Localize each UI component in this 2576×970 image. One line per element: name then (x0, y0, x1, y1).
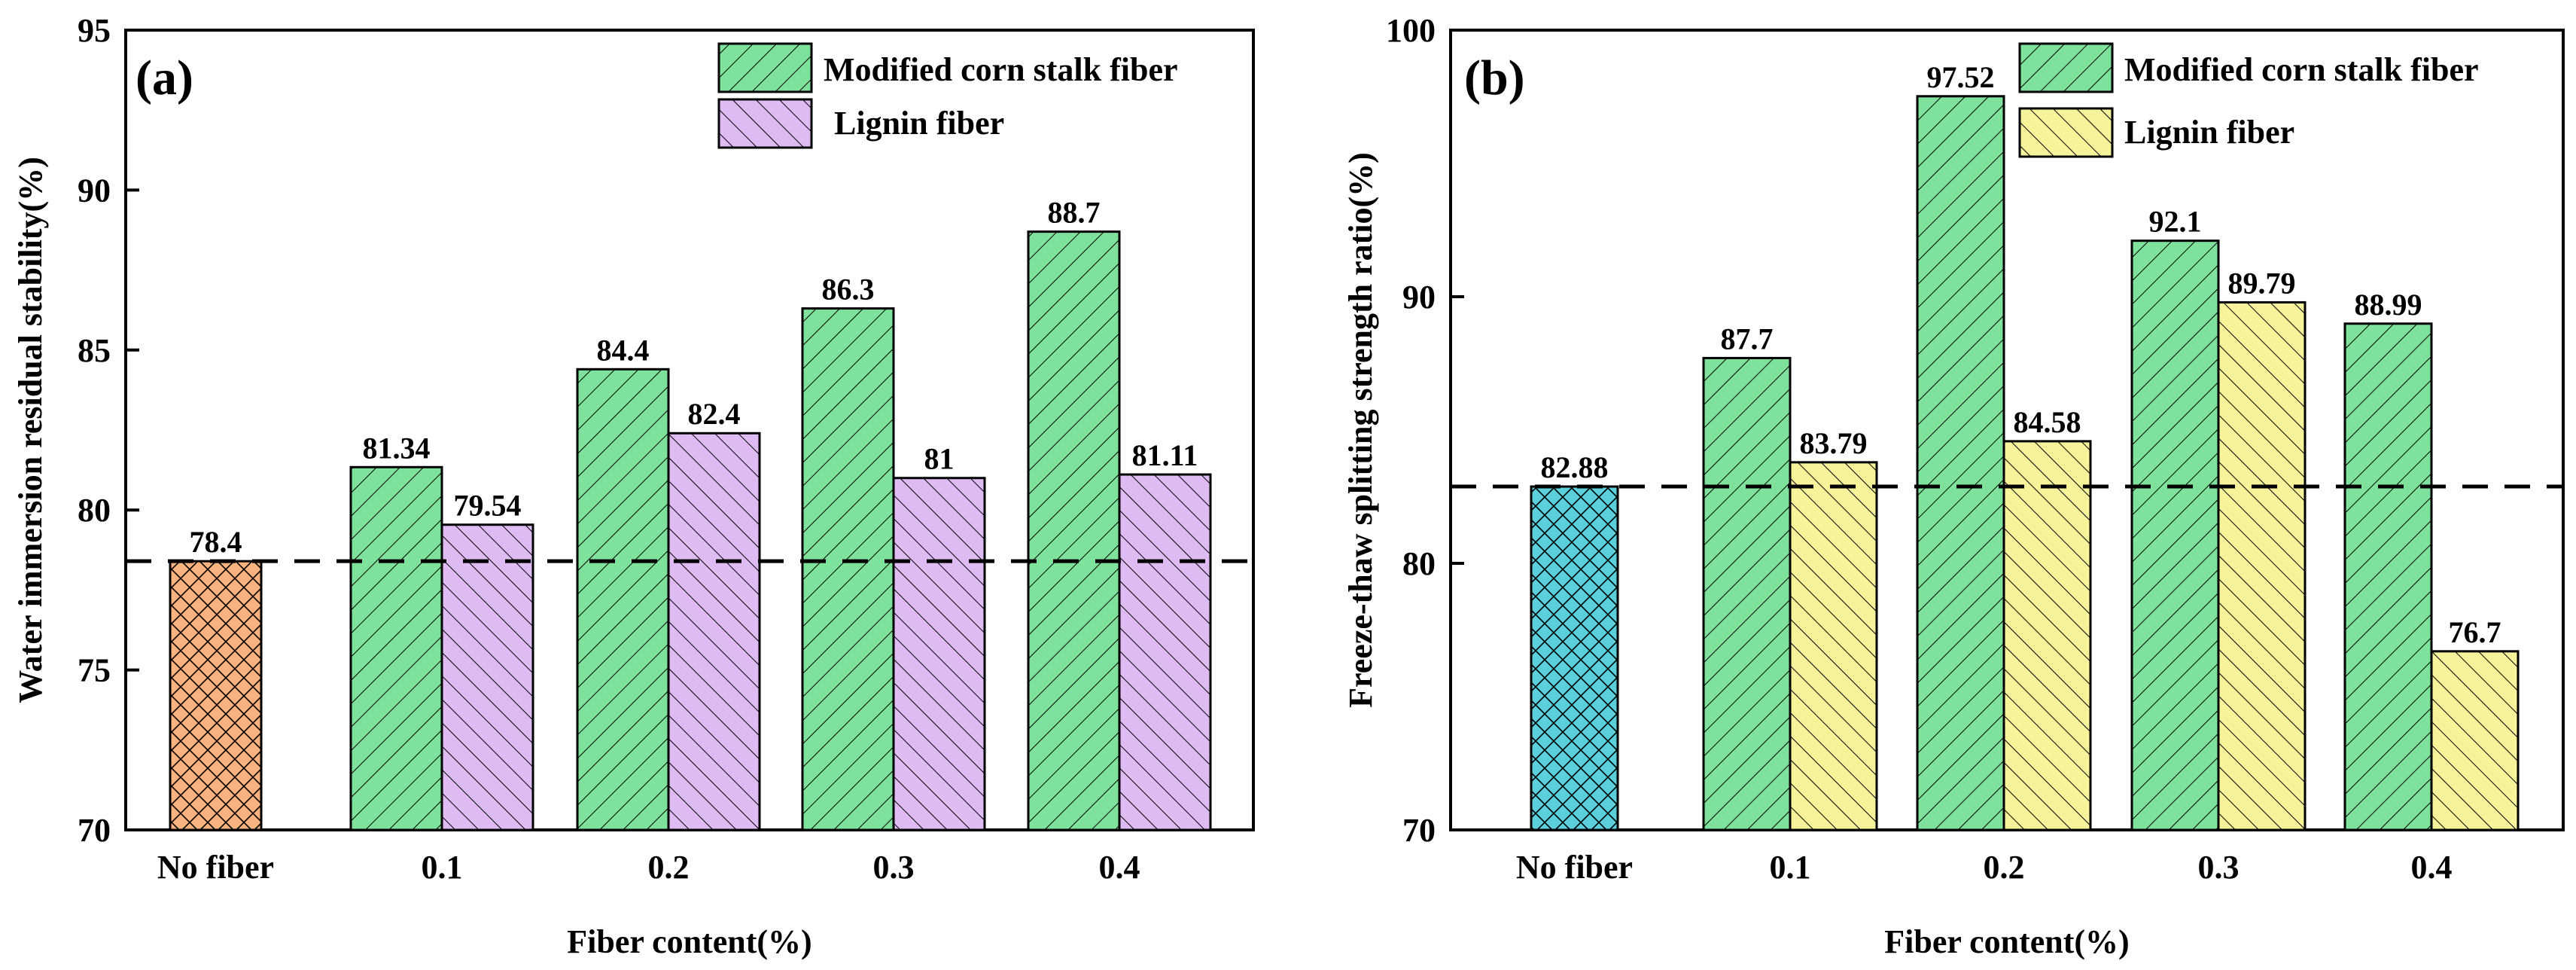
panel-a-bar-modified-3-value-label: 86.3 (822, 273, 875, 307)
panel-b-legend-label-lignin: Lignin fiber (2124, 114, 2294, 151)
panel-b-bar-lignin-1-value-label: 83.79 (1800, 426, 1868, 460)
panel-a-bar-modified-1-outline (349, 465, 443, 831)
panel-a-bar-lignin-4-value-label: 81.11 (1132, 438, 1198, 472)
panel-a-y-tick-label: 75 (78, 652, 111, 689)
panel-a-legend-label-lignin: Lignin fiber (834, 105, 1004, 142)
panel-a-label: (a) (135, 50, 193, 105)
panel-a-bar-lignin-2-value-label: 82.4 (688, 397, 741, 431)
panel-b-x-tick-label: 0.3 (2198, 849, 2240, 886)
panel-b-bar-no-fiber-outline (1530, 485, 1619, 831)
panel-b-bar-no-fiber-value-label: 82.88 (1541, 450, 1609, 484)
panel-a-x-axis: No fiber 0.1 0.2 0.3 0.4 (157, 849, 1140, 886)
panel-a-y-axis-title: Water immersion residual stability(%) (12, 157, 49, 703)
panel-b-x-axis-title: Fiber content(%) (1884, 923, 2129, 960)
panel-a-y-tick-label: 70 (78, 812, 111, 849)
panel-b-legend-swatch-lignin-hatch (2020, 108, 2112, 157)
panel-b-bar-modified-2-outline (1916, 95, 2005, 831)
panel-a-chart: (a) Water immersion residual stability(%… (12, 12, 1255, 960)
panel-b-y-axis-title: Freeze-thaw splitting strength ratio(%) (1342, 152, 1379, 708)
panel-b-y-axis: 70 80 90 100 (1386, 12, 1464, 849)
panel-b-y-tick-label: 80 (1402, 545, 1436, 582)
panel-a-y-tick-label: 95 (78, 12, 111, 49)
panel-a-bar-no-fiber-value-label: 78.4 (190, 525, 242, 559)
panel-b-y-tick-label: 90 (1402, 279, 1436, 316)
panel-a-bar-lignin-3-outline (892, 477, 986, 831)
panel-a-y-axis: 70 75 80 85 90 95 (78, 12, 139, 849)
panel-a-x-tick-label: 0.4 (1099, 849, 1140, 886)
panel-b-label: (b) (1464, 50, 1525, 105)
panel-a-bar-modified-2-outline (576, 368, 670, 831)
panel-b-bar-modified-4-outline (2343, 322, 2433, 831)
panel-b-legend: Modified corn stalk fiber Lignin fiber (2018, 42, 2479, 158)
panel-a-bar-modified-2-value-label: 84.4 (597, 333, 650, 367)
panel-b-bars (1530, 95, 2520, 831)
panel-b-x-tick-label: 0.4 (2411, 849, 2453, 886)
panel-a-x-tick-label: 0.1 (422, 849, 463, 886)
panel-b-bar-modified-3-value-label: 92.1 (2149, 205, 2202, 239)
panel-a-legend-swatch-modified-hatch (719, 44, 811, 92)
panel-a-x-tick-label: 0.2 (648, 849, 690, 886)
panel-a-y-tick-label: 80 (78, 492, 111, 529)
panel-b-y-tick-label: 70 (1402, 812, 1436, 849)
panel-b-bar-modified-1-value-label: 87.7 (1721, 322, 1774, 355)
panel-b-bar-modified-3-outline (2130, 239, 2220, 831)
panel-a-bar-modified-1-value-label: 81.34 (363, 431, 431, 465)
panel-a-legend: Modified corn stalk fiber Lignin fiber (717, 42, 1178, 149)
panel-b-chart: (b) Freeze-thaw splitting strength ratio… (1342, 12, 2565, 960)
panel-a-legend-label-modified: Modified corn stalk fiber (824, 51, 1178, 88)
panel-b-bar-lignin-4-value-label: 76.7 (2449, 615, 2501, 649)
panel-a-bar-no-fiber-outline (169, 560, 263, 831)
panel-a-legend-swatch-lignin-hatch (719, 99, 811, 148)
panel-a-x-tick-label: 0.3 (873, 849, 915, 886)
panel-b-bar-lignin-1-outline (1789, 461, 1878, 831)
panel-a-x-tick-label: No fiber (157, 849, 274, 886)
panel-a-bars (169, 230, 1212, 831)
panel-b-y-tick-label: 100 (1386, 12, 1436, 49)
panel-b-x-axis: No fiber 0.1 0.2 0.3 0.4 (1516, 849, 2453, 886)
panel-a-bar-lignin-1-outline (440, 523, 534, 831)
panel-b-bar-lignin-2-outline (2002, 440, 2092, 831)
panel-b-bar-lignin-4-outline (2430, 650, 2520, 831)
panel-b-bar-modified-2-value-label: 97.52 (1927, 60, 1995, 94)
panel-b-data-labels: 82.88 87.7 83.79 97.52 84.58 92.1 89.79 88.99 76… (1541, 60, 2501, 649)
panel-a-bar-lignin-3-value-label: 81 (924, 442, 955, 476)
panel-a-y-tick-label: 85 (78, 332, 111, 369)
panel-a-bar-modified-4-value-label: 88.7 (1048, 196, 1101, 230)
panel-b-bar-lignin-3-outline (2217, 300, 2307, 831)
panel-b-legend-swatch-modified-hatch (2020, 44, 2112, 92)
panel-b-bar-modified-4-value-label: 88.99 (2355, 288, 2422, 322)
panel-b-bar-modified-1-outline (1702, 356, 1792, 831)
panel-b-x-tick-label: 0.1 (1770, 849, 1811, 886)
panel-b-x-tick-label: No fiber (1516, 849, 1633, 886)
panel-b-legend-label-modified: Modified corn stalk fiber (2124, 51, 2479, 88)
panel-a-bar-lignin-1-value-label: 79.54 (454, 489, 522, 523)
panel-a-data-labels: 78.4 81.34 79.54 84.4 82.4 86.3 81 88.7 81.11 (190, 196, 1198, 560)
panel-a-bar-lignin-2-outline (667, 432, 761, 831)
panel-a-bar-modified-4-outline (1027, 230, 1121, 831)
panel-a-y-tick-label: 90 (78, 172, 111, 209)
panel-b-bar-lignin-3-value-label: 89.79 (2228, 266, 2296, 300)
panel-a-bar-modified-3-outline (801, 307, 895, 831)
panel-a-x-axis-title: Fiber content(%) (567, 923, 811, 960)
panel-b-bar-lignin-2-value-label: 84.58 (2014, 405, 2081, 439)
panel-a-bar-lignin-4-outline (1118, 473, 1212, 831)
panel-b-x-tick-label: 0.2 (1984, 849, 2025, 886)
